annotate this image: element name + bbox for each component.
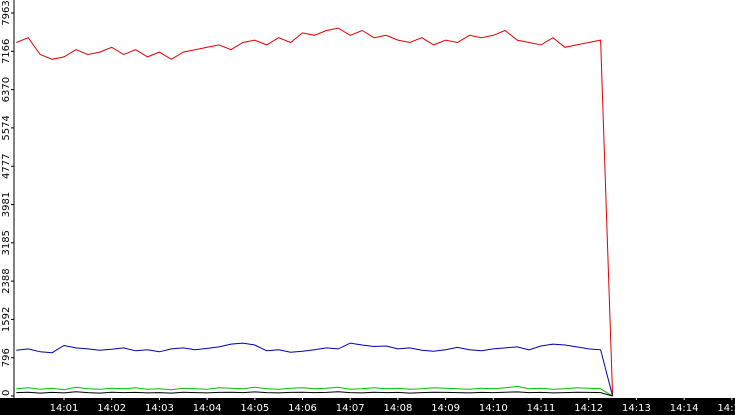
y-tick-label: 3185 bbox=[1, 230, 12, 255]
y-tick-label: 0 bbox=[1, 390, 12, 396]
y-tick-label: 2388 bbox=[1, 268, 12, 293]
x-tick-label: 14:01 bbox=[50, 403, 79, 414]
x-tick-label: 14:03 bbox=[145, 403, 174, 414]
x-tick-label: 14:15 bbox=[717, 403, 735, 414]
y-tick-label: 1592 bbox=[1, 307, 12, 332]
y-tick-label: 5574 bbox=[1, 115, 12, 140]
y-tick-label: 6370 bbox=[1, 77, 12, 102]
y-tick-label: 7166 bbox=[1, 39, 12, 64]
x-tick-label: 14:04 bbox=[193, 403, 222, 414]
x-tick-label: 14:02 bbox=[97, 403, 126, 414]
y-tick-label: 3981 bbox=[1, 192, 12, 217]
series-line bbox=[16, 385, 613, 397]
y-tick-label: 7963 bbox=[1, 0, 12, 25]
x-tick-label: 14:14 bbox=[670, 403, 699, 414]
x-tick-label: 14:11 bbox=[527, 403, 556, 414]
y-tick-label: 4777 bbox=[1, 154, 12, 179]
series-line bbox=[16, 27, 614, 397]
x-tick-label: 14:05 bbox=[240, 403, 269, 414]
y-tick-label: 796 bbox=[1, 348, 12, 367]
x-tick-label: 14:12 bbox=[574, 403, 603, 414]
x-tick-label: 14:06 bbox=[288, 403, 317, 414]
x-tick-label: 14:08 bbox=[383, 403, 412, 414]
series-line bbox=[16, 391, 613, 397]
series-line bbox=[16, 342, 614, 397]
x-tick-label: 14:10 bbox=[479, 403, 508, 414]
x-axis-bar bbox=[0, 398, 735, 415]
x-tick-label: 14:09 bbox=[431, 403, 460, 414]
x-tick-label: 14:13 bbox=[622, 403, 651, 414]
x-tick-label: 14:07 bbox=[336, 403, 365, 414]
